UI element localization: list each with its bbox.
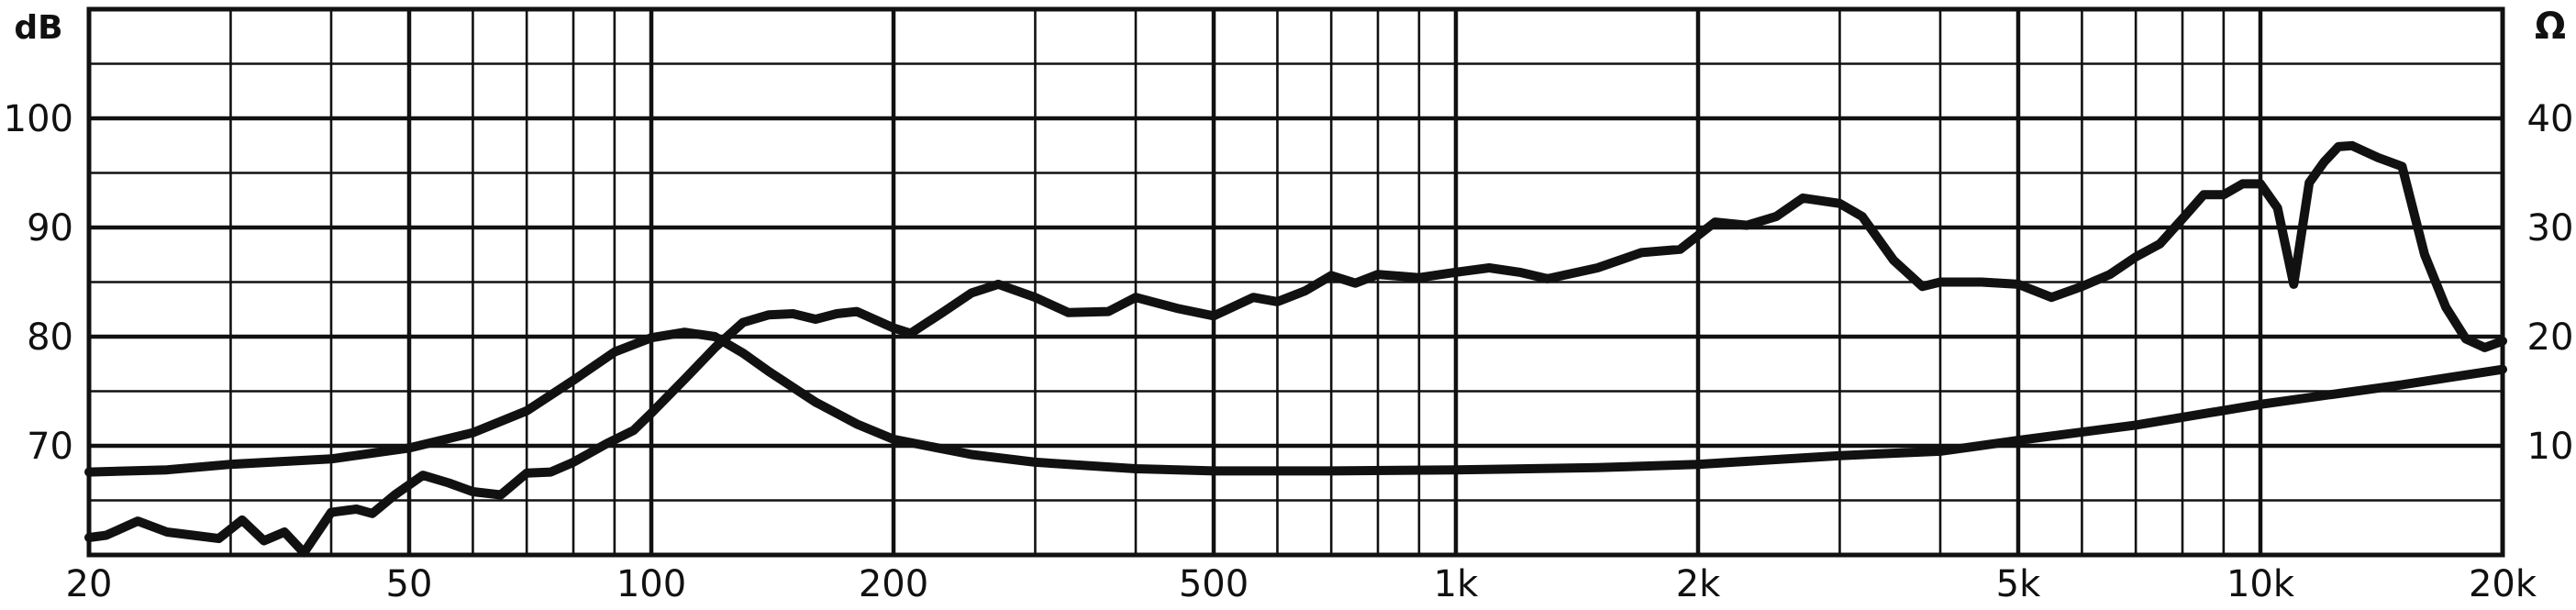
y-left-tick-label: 80: [27, 316, 73, 359]
x-tick-label: 200: [859, 563, 928, 605]
y-axis-right-label: Ω: [2535, 6, 2566, 48]
x-tick-label: 2k: [1676, 563, 1721, 605]
y-left-tick-label: 70: [27, 426, 73, 468]
x-tick-label: 10k: [2226, 563, 2295, 605]
x-tick-label: 100: [616, 563, 686, 605]
y-right-tick-label: 30: [2527, 207, 2574, 250]
impedance-curve: [84, 327, 2507, 477]
plot-frame: [86, 6, 2505, 558]
spl-response-curve: [84, 140, 2507, 558]
x-tick-label: 50: [386, 563, 433, 605]
y-right-tick-label: 40: [2527, 98, 2574, 140]
chart-grid: [86, 6, 2505, 558]
y-left-tick-label: 100: [4, 98, 73, 140]
y-axis-left-label: dB: [14, 9, 62, 47]
y-left-tick-label: 90: [27, 207, 73, 250]
chart-tick-labels: 20 50 100 200 500 1k 2k 5k 10k 20k 70 80 90 100 10 20 30…: [4, 98, 2574, 605]
x-tick-label: 500: [1179, 563, 1249, 605]
x-tick-label: 20: [66, 563, 113, 605]
x-tick-label: 20k: [2469, 563, 2537, 605]
chart-series: [84, 140, 2507, 558]
y-right-tick-label: 20: [2527, 316, 2574, 359]
y-right-tick-label: 10: [2527, 426, 2574, 468]
x-tick-label: 1k: [1434, 563, 1479, 605]
x-tick-label: 5k: [1996, 563, 2041, 605]
